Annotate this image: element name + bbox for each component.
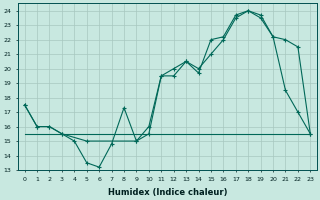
X-axis label: Humidex (Indice chaleur): Humidex (Indice chaleur)	[108, 188, 227, 197]
